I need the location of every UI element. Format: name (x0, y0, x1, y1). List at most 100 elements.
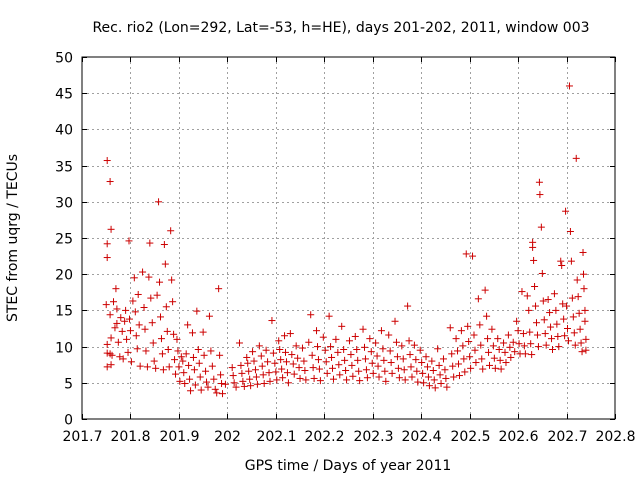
data-point (534, 343, 542, 351)
data-point (423, 363, 431, 371)
data-point (476, 321, 484, 329)
data-point (558, 262, 566, 270)
data-point (564, 337, 572, 345)
data-point (511, 348, 519, 356)
data-point (216, 351, 224, 359)
data-point (247, 382, 255, 390)
axis-ticks: 201.7 201.8 201.9 202 202.1 202.2 202.3 202.4 20… (55, 51, 635, 446)
data-point (519, 330, 527, 338)
data-point (532, 302, 540, 310)
data-point (466, 353, 474, 361)
data-point (103, 349, 111, 357)
data-point (197, 386, 205, 394)
data-point (265, 369, 273, 377)
data-point (448, 350, 456, 358)
data-point (548, 345, 556, 353)
data-point (174, 347, 182, 355)
data-point (488, 325, 496, 333)
data-point (560, 315, 568, 323)
data-point (582, 346, 590, 354)
data-point (479, 365, 487, 373)
data-point (125, 237, 133, 245)
data-point (102, 301, 110, 309)
data-point (113, 319, 121, 327)
data-point (577, 339, 585, 347)
data-point (372, 339, 380, 347)
data-point (521, 350, 529, 358)
data-point (140, 304, 148, 312)
data-point (359, 325, 367, 333)
x-tick-label: 202.8 (595, 429, 635, 445)
data-point (419, 369, 427, 377)
y-tick-label: 0 (64, 413, 73, 429)
data-point (502, 359, 510, 367)
data-point (141, 325, 149, 333)
data-point (509, 338, 517, 346)
data-point (305, 338, 313, 346)
x-tick-label: 202.3 (353, 429, 393, 445)
data-point (139, 268, 147, 276)
data-point (455, 372, 463, 380)
y-tick-label: 40 (55, 123, 73, 139)
data-point (329, 375, 337, 383)
data-point (578, 348, 586, 356)
data-point (103, 254, 111, 262)
data-point (194, 345, 202, 353)
data-point (572, 154, 580, 162)
y-tick-label: 10 (55, 341, 73, 357)
data-point (459, 342, 467, 350)
data-point (540, 316, 548, 324)
data-point (483, 312, 491, 320)
x-tick-label: 202 (214, 429, 241, 445)
data-point (446, 324, 454, 332)
data-point (295, 364, 303, 372)
data-point (518, 288, 526, 296)
data-point (122, 306, 130, 314)
data-point (118, 327, 126, 335)
data-point (123, 335, 131, 343)
data-point (413, 367, 421, 375)
data-point (319, 333, 327, 341)
grid (82, 57, 615, 419)
data-point (369, 369, 377, 377)
data-point (414, 378, 422, 386)
data-point (354, 356, 362, 364)
data-point (245, 367, 253, 375)
data-point (388, 369, 396, 377)
data-point (135, 321, 143, 329)
y-tick-label: 35 (55, 160, 73, 176)
data-point (219, 390, 227, 398)
data-point (355, 367, 363, 375)
data-point (161, 260, 169, 268)
data-point (235, 339, 243, 347)
data-point (187, 387, 195, 395)
data-point (428, 357, 436, 365)
data-point (199, 328, 207, 336)
data-point (394, 364, 402, 372)
data-point (109, 298, 117, 306)
data-point (173, 335, 181, 343)
data-point (210, 375, 218, 383)
data-point (213, 389, 221, 397)
x-tick-label: 202.2 (304, 429, 344, 445)
data-point (442, 374, 450, 382)
y-tick-label: 20 (55, 268, 73, 284)
data-point (441, 366, 449, 374)
data-point (142, 347, 150, 355)
data-point (152, 364, 160, 372)
data-point (103, 157, 111, 165)
data-point (437, 380, 445, 388)
data-point (131, 308, 139, 316)
data-point (147, 294, 155, 302)
x-tick-label: 202.4 (401, 429, 441, 445)
data-point (582, 335, 590, 343)
data-point (418, 359, 426, 367)
x-tick-label: 202.7 (547, 429, 587, 445)
data-point (229, 372, 237, 380)
data-point (439, 355, 447, 363)
data-point (580, 270, 588, 278)
data-point (204, 383, 212, 391)
data-point (527, 340, 535, 348)
data-point (348, 361, 356, 369)
data-point (103, 240, 111, 248)
